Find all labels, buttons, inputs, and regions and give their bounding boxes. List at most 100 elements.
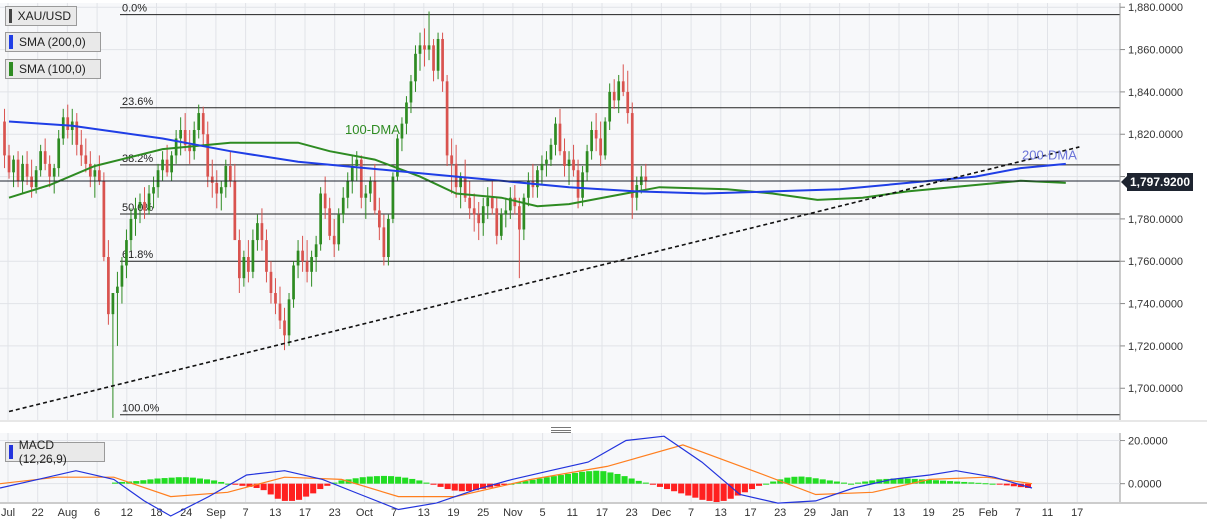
candle-body bbox=[233, 180, 237, 241]
macd-histogram-bar bbox=[515, 482, 522, 484]
candle-body bbox=[314, 244, 318, 258]
candle-body bbox=[608, 91, 612, 122]
macd-histogram-bar bbox=[310, 483, 317, 494]
macd-histogram-bar bbox=[232, 483, 239, 485]
candle-body bbox=[328, 208, 332, 236]
candle-body bbox=[545, 159, 548, 164]
candle-body bbox=[603, 121, 607, 156]
time-axis-tick-label: 7 bbox=[391, 507, 397, 519]
macd-legend[interactable]: MACD (12,26,9) bbox=[5, 438, 105, 466]
price-axis-tick-label: 1,780.0000 bbox=[1128, 214, 1183, 226]
time-axis-tick-label: 17 bbox=[596, 507, 608, 519]
time-axis-tick-label: Aug bbox=[58, 507, 78, 519]
candle-body bbox=[206, 134, 210, 177]
macd-histogram-bar bbox=[352, 478, 359, 484]
candle-body bbox=[287, 299, 291, 336]
candle-body bbox=[346, 180, 350, 198]
macd-histogram-bar bbox=[678, 483, 685, 494]
candle-body bbox=[472, 208, 476, 215]
macd-histogram-bar bbox=[218, 481, 225, 484]
candle-body bbox=[134, 208, 137, 219]
macd-histogram-bar bbox=[897, 478, 904, 484]
price-axis-tick-label: 1,700.0000 bbox=[1128, 383, 1183, 395]
candle-body bbox=[468, 197, 472, 209]
candle-body bbox=[3, 121, 6, 156]
fibonacci-level-label: 0.0% bbox=[122, 3, 147, 15]
macd-histogram-bar bbox=[621, 476, 628, 484]
macd-histogram-bar bbox=[1003, 483, 1010, 486]
macd-signal-line bbox=[0, 444, 1033, 498]
sma200-legend[interactable]: SMA (200,0) bbox=[5, 32, 101, 52]
symbol-legend[interactable]: XAU/USD bbox=[5, 6, 77, 26]
macd-histogram-bar bbox=[685, 483, 692, 496]
macd-histogram-bar bbox=[756, 483, 763, 486]
candle-body bbox=[459, 176, 462, 188]
macd-histogram-bar bbox=[805, 477, 812, 484]
macd-histogram-bar bbox=[763, 483, 770, 485]
fibonacci-level-label: 23.6% bbox=[122, 96, 153, 108]
candle-body bbox=[522, 197, 526, 230]
time-axis-tick-label: 24 bbox=[180, 507, 192, 519]
macd-histogram-bar bbox=[437, 483, 444, 487]
macd-histogram-bar bbox=[741, 483, 748, 493]
macd-histogram-bar bbox=[147, 479, 154, 484]
candle-body bbox=[332, 235, 336, 245]
candle-body bbox=[88, 163, 92, 177]
macd-histogram-bar bbox=[784, 477, 791, 484]
macd-histogram-bar bbox=[303, 483, 310, 497]
candle-body bbox=[66, 117, 70, 131]
candle-body bbox=[554, 123, 557, 145]
candle-body bbox=[238, 240, 241, 279]
time-axis-tick-label: 19 bbox=[447, 507, 459, 519]
time-axis-tick-label: Feb bbox=[979, 507, 998, 519]
macd-histogram-bar bbox=[706, 483, 713, 501]
candle-body bbox=[585, 151, 589, 173]
macd-histogram-bar bbox=[628, 478, 635, 484]
macd-histogram-bar bbox=[480, 483, 487, 489]
candle-body bbox=[454, 163, 458, 188]
macd-histogram-bar bbox=[713, 483, 720, 502]
macd-histogram-bar bbox=[989, 483, 996, 485]
sma100-line bbox=[8, 141, 1066, 208]
candle-body bbox=[301, 250, 304, 262]
macd-histogram-bar bbox=[274, 483, 281, 499]
candle-body bbox=[495, 208, 499, 236]
candle-body bbox=[387, 218, 390, 258]
macd-histogram-bar bbox=[656, 483, 663, 487]
candle-body bbox=[518, 206, 521, 230]
macd-histogram-bar bbox=[947, 481, 954, 484]
candle-body bbox=[39, 151, 42, 171]
candle-body bbox=[210, 176, 214, 183]
macd-histogram-bar bbox=[494, 483, 501, 487]
candle-body bbox=[626, 91, 630, 114]
candle-body bbox=[527, 180, 530, 198]
macd-histogram-bar bbox=[840, 482, 847, 484]
candle-body bbox=[391, 176, 395, 219]
price-axis-tick-label: 1,840.0000 bbox=[1128, 87, 1183, 99]
candle-body bbox=[536, 170, 539, 188]
candle-body bbox=[93, 170, 97, 177]
candle-body bbox=[34, 170, 38, 188]
macd-histogram-bar bbox=[855, 482, 862, 484]
fibonacci-level-label: 61.8% bbox=[122, 249, 153, 261]
candle-body bbox=[138, 201, 142, 209]
candle-body bbox=[242, 257, 246, 279]
time-axis-tick-label: 6 bbox=[94, 507, 100, 519]
macd-histogram-bar bbox=[614, 473, 621, 484]
macd-histogram-bar bbox=[876, 479, 883, 484]
candle-body bbox=[52, 168, 56, 177]
macd-histogram-bar bbox=[296, 483, 303, 500]
macd-histogram-bar bbox=[260, 483, 267, 491]
macd-histogram-bar bbox=[968, 482, 975, 484]
candle-body bbox=[147, 193, 151, 211]
candle-body bbox=[7, 155, 11, 173]
pane-resize-handle[interactable] bbox=[551, 427, 571, 433]
time-axis-tick-label: 13 bbox=[715, 507, 727, 519]
sma100-legend[interactable]: SMA (100,0) bbox=[5, 59, 101, 79]
candle-body bbox=[215, 182, 219, 194]
price-pane-bg bbox=[0, 3, 1120, 420]
macd-histogram-bar bbox=[911, 478, 918, 484]
macd-histogram-bar bbox=[869, 480, 876, 484]
macd-histogram-bar bbox=[211, 480, 218, 484]
time-axis-tick-label: 7 bbox=[866, 507, 872, 519]
